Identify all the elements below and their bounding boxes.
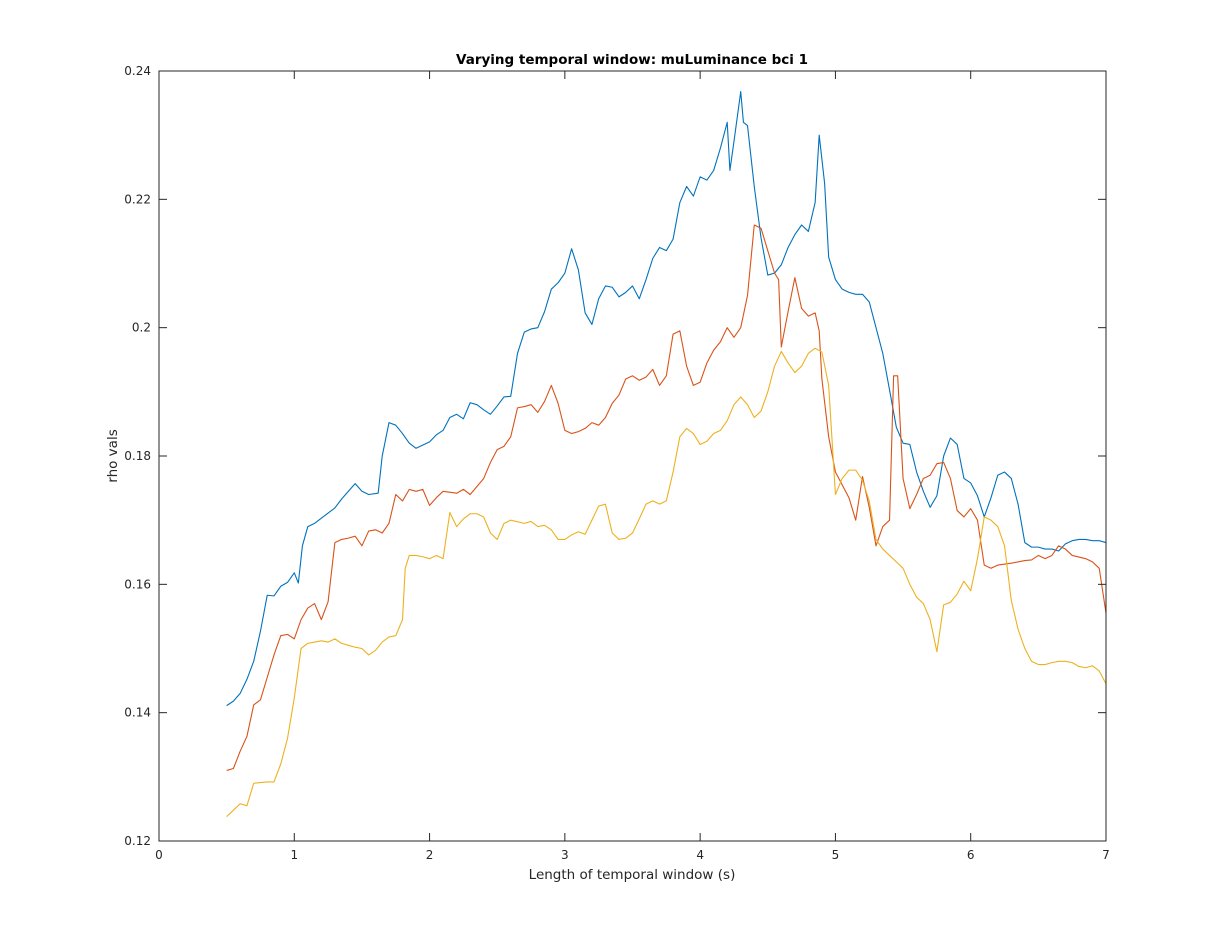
x-tick-label: 6	[967, 848, 975, 862]
plot-background	[159, 71, 1106, 841]
y-tick-label: 0.14	[124, 706, 151, 720]
axes-layer: 0 1 2 3 4 5 6 7 0.12 0.14 0.16 0.18 0.2 0.22 0.24	[124, 64, 1110, 862]
y-tick-label: 0.22	[124, 192, 151, 206]
series-layer	[226, 90, 1106, 818]
x-tick-label: 1	[290, 848, 298, 862]
series-line-3	[226, 347, 1106, 818]
chart-title: Varying temporal window: muLuminance bci…	[456, 52, 808, 68]
series-line-1	[226, 90, 1106, 707]
series-line-2	[226, 224, 1106, 771]
y-tick-label: 0.12	[124, 834, 151, 848]
x-axis-label: Length of temporal window (s)	[529, 867, 736, 883]
x-tick-label: 5	[832, 848, 840, 862]
y-tick-label: 0.24	[124, 64, 151, 78]
x-tick-label: 2	[426, 848, 434, 862]
x-tick-label: 7	[1102, 848, 1110, 862]
x-tick-label: 3	[561, 848, 569, 862]
y-tick-label: 0.2	[132, 321, 151, 335]
y-tick-label: 0.16	[124, 577, 151, 591]
x-tick-label: 4	[696, 848, 704, 862]
y-axis-label: rho vals	[105, 429, 121, 482]
x-tick-label: 0	[155, 848, 163, 862]
y-tick-label: 0.18	[124, 449, 151, 463]
